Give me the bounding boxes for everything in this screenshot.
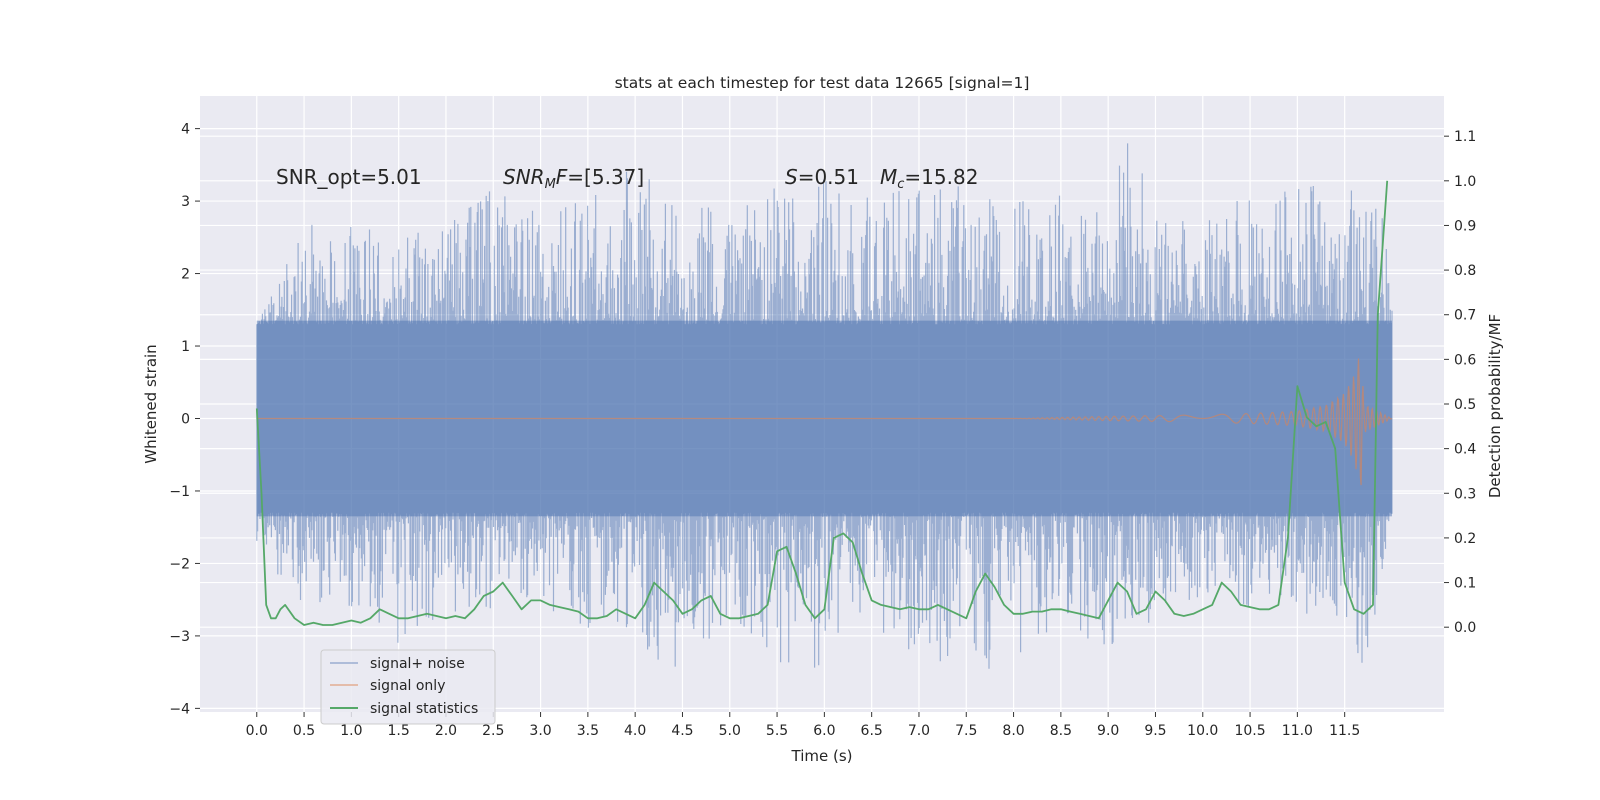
y-right-tick-label: 0.6 xyxy=(1454,352,1476,368)
y-right-axis-title: Detection probability/MF xyxy=(1486,314,1504,498)
x-tick-label: 1.0 xyxy=(340,723,362,739)
legend-box xyxy=(320,649,496,725)
annotation-snr-mf-subscript: M xyxy=(545,177,556,192)
annotation-mc: Mc=15.82 xyxy=(880,165,978,192)
x-tick-label: 8.0 xyxy=(1002,723,1024,739)
legend-label-signal-only: signal only xyxy=(370,678,445,694)
x-tick-label: 0.0 xyxy=(246,723,268,739)
x-tick-label: 10.0 xyxy=(1187,723,1218,739)
axes: 0.0 0.5 1.0 1.5 2.0 2.5 3.0 3.5 4.0 4.5 5.0 5.5 6.0 6… xyxy=(169,122,1476,739)
series-signal-statistics-line xyxy=(255,180,1389,626)
x-tick-label: 5.5 xyxy=(766,723,788,739)
y-tick-label: 1 xyxy=(181,339,190,355)
y-tick-label: −2 xyxy=(169,556,190,572)
y-right-tick-label: 0.0 xyxy=(1454,620,1476,636)
annotation-mc-subscript: c xyxy=(897,177,904,192)
x-tick-label: 7.0 xyxy=(908,723,930,739)
y-axis-title: Whitened strain xyxy=(142,344,160,463)
y-tick-label: 4 xyxy=(181,122,190,138)
x-tick-label: 3.0 xyxy=(529,723,551,739)
y-right-tick-label: 1.0 xyxy=(1454,174,1476,190)
x-axis-title: Time (s) xyxy=(791,747,853,765)
y-right-tick-label: 0.8 xyxy=(1454,263,1476,279)
x-tick-label: 6.0 xyxy=(813,723,835,739)
x-tick-label: 2.5 xyxy=(482,723,504,739)
y-right-tick-label: 0.1 xyxy=(1454,576,1476,592)
annotation-snr-mf-value: =[5.37] xyxy=(567,165,644,189)
x-tick-label: 8.5 xyxy=(1050,723,1072,739)
x-tick-label: 6.5 xyxy=(861,723,883,739)
x-tick-label: 7.5 xyxy=(955,723,977,739)
legend-label-signal-statistics: signal statistics xyxy=(370,701,478,717)
annotation-s-symbol: S xyxy=(785,165,798,189)
annotation-snr-mf: SNRMF=[5.37] xyxy=(503,165,644,192)
x-tick-label: 5.0 xyxy=(719,723,741,739)
annotation-s-value: =0.51 xyxy=(798,165,859,189)
series-signal-only xyxy=(256,358,1393,486)
annotation-snr-mf-symbol: SNR xyxy=(503,165,545,189)
y-right-tick-label: 0.9 xyxy=(1454,218,1476,234)
legend: signal+ noise signal only signal statist… xyxy=(320,649,496,725)
x-tick-label: 0.5 xyxy=(293,723,315,739)
annotations: SNR_opt=5.01 SNRMF=[5.37] S=0.51 Mc=15.8… xyxy=(276,165,978,192)
annotation-snr-mf-f: F xyxy=(556,165,568,189)
chart-title: stats at each timestep for test data 126… xyxy=(615,74,1030,92)
annotation-snr-opt: SNR_opt=5.01 xyxy=(276,165,422,189)
y-right-tick-label: 0.4 xyxy=(1454,442,1476,458)
y-right-tick-label: 1.1 xyxy=(1454,129,1476,145)
x-tick-label: 11.0 xyxy=(1282,723,1313,739)
x-tick-label: 4.0 xyxy=(624,723,646,739)
y-tick-label: −1 xyxy=(169,484,190,500)
y-right-tick-label: 0.3 xyxy=(1454,486,1476,502)
legend-label-signal-noise: signal+ noise xyxy=(370,656,465,672)
x-tick-label: 9.0 xyxy=(1097,723,1119,739)
y-tick-label: 3 xyxy=(181,194,190,210)
series-signal-only-line xyxy=(256,358,1393,486)
y-tick-label: −4 xyxy=(169,701,190,717)
series-signal-statistics xyxy=(255,180,1389,626)
y-tick-label: 2 xyxy=(181,267,190,283)
y-right-tick-label: 0.5 xyxy=(1454,397,1476,413)
annotation-mc-symbol: M xyxy=(880,165,897,189)
x-tick-label: 9.5 xyxy=(1144,723,1166,739)
annotation-mc-value: =15.82 xyxy=(904,165,978,189)
x-tick-label: 10.5 xyxy=(1234,723,1265,739)
y-right-tick-label: 0.7 xyxy=(1454,308,1476,324)
y-right-tick-label: 0.2 xyxy=(1454,531,1476,547)
x-tick-label: 11.5 xyxy=(1329,723,1360,739)
chart-marks xyxy=(255,143,1393,669)
x-tick-label: 3.5 xyxy=(577,723,599,739)
annotation-s: S=0.51 xyxy=(785,165,859,189)
x-tick-label: 1.5 xyxy=(388,723,410,739)
y-tick-label: −3 xyxy=(169,629,190,645)
x-tick-label: 2.0 xyxy=(435,723,457,739)
y-tick-label: 0 xyxy=(181,411,190,427)
x-tick-label: 4.5 xyxy=(671,723,693,739)
